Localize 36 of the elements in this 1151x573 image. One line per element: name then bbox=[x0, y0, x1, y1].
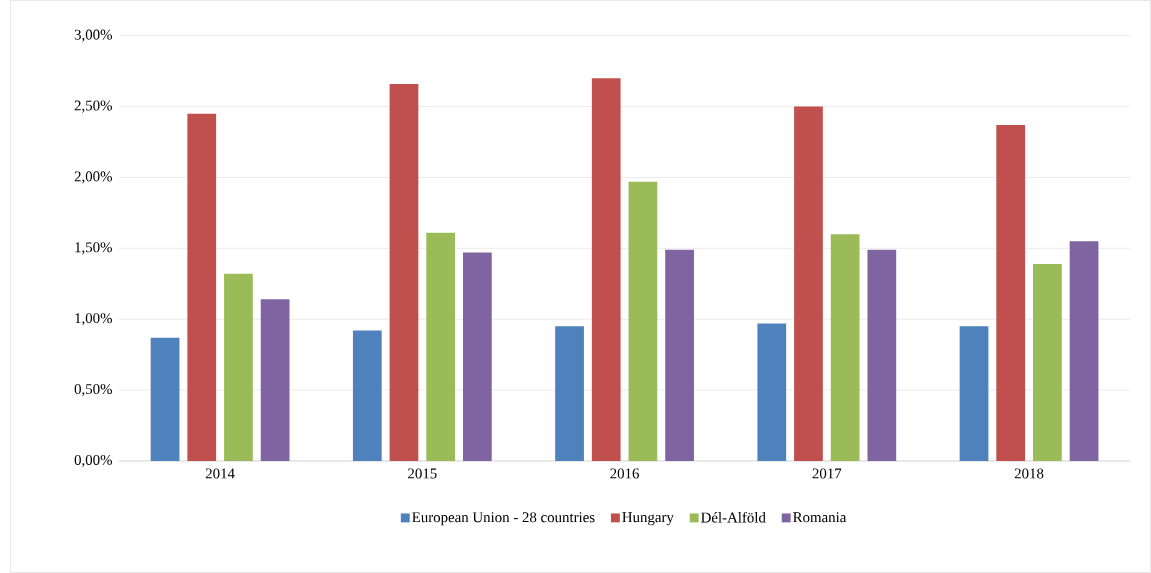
x-tick-label: 2014 bbox=[205, 468, 235, 479]
bar bbox=[150, 337, 180, 461]
bar bbox=[224, 273, 253, 461]
bar bbox=[426, 232, 456, 461]
x-tick-label: 2015 bbox=[408, 468, 437, 479]
bar bbox=[1069, 241, 1099, 461]
x-tick-label: 2017 bbox=[812, 468, 842, 479]
legend-label: Hungary bbox=[622, 512, 674, 526]
legend-label: European Union - 28 countries bbox=[412, 512, 595, 526]
bar bbox=[628, 181, 658, 461]
bar bbox=[462, 252, 492, 461]
y-tick-label: 1,50% bbox=[75, 242, 112, 255]
legend-label: Dél-Alföld bbox=[701, 511, 766, 523]
y-tick-label: 2,00% bbox=[74, 171, 112, 184]
bar bbox=[352, 330, 382, 461]
bar bbox=[260, 299, 290, 461]
bar bbox=[665, 249, 694, 461]
bar bbox=[187, 113, 217, 461]
y-tick-label: 3,00% bbox=[74, 29, 112, 42]
bar bbox=[389, 83, 419, 461]
y-tick-label: 2,50% bbox=[74, 100, 112, 113]
bar bbox=[867, 249, 897, 461]
bar bbox=[794, 106, 823, 461]
legend-label: Romania bbox=[793, 512, 847, 523]
y-tick-label: 0,50% bbox=[74, 384, 112, 397]
y-tick-label: 0,00% bbox=[74, 454, 112, 468]
bar bbox=[757, 323, 787, 461]
bar bbox=[996, 125, 1026, 461]
x-tick-label: 2016 bbox=[610, 468, 639, 479]
bar bbox=[1033, 263, 1062, 461]
y-tick-label: 1,00% bbox=[75, 313, 112, 326]
bar bbox=[830, 234, 860, 461]
bar bbox=[555, 326, 584, 461]
bar bbox=[959, 326, 989, 461]
bar bbox=[591, 78, 621, 461]
x-tick-label: 2018 bbox=[1014, 468, 1044, 479]
